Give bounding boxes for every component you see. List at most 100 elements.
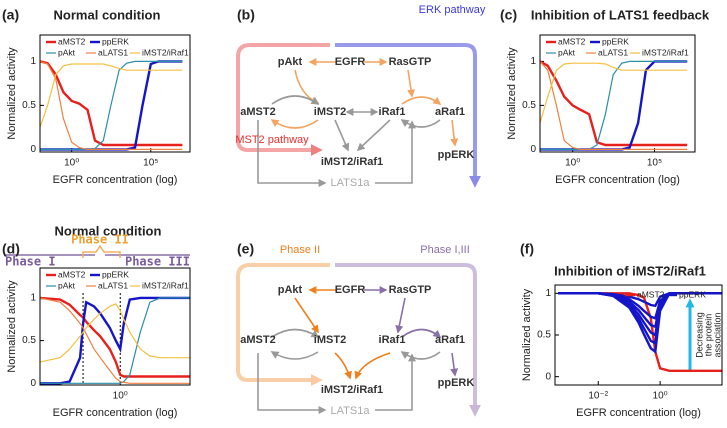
node-label: pAkt [278, 56, 303, 68]
arrow [334, 119, 350, 152]
annotation: Decreasing [694, 312, 704, 358]
legend-label: iMST2/iRaf1 [142, 47, 189, 57]
y-tick-label: 0.5 [537, 330, 551, 341]
x-tick-label: 10⁰ [113, 391, 128, 402]
arrow [375, 120, 416, 184]
pathway-label: ERK pathway [419, 4, 486, 16]
legend-label: ppERK [102, 36, 129, 46]
arrow [271, 95, 320, 105]
y-tick-label: 0 [30, 378, 36, 389]
arrow [356, 119, 391, 152]
node-label: RasGTP [389, 56, 432, 68]
legend-label: aLATS1 [598, 47, 628, 57]
node-label: aMST2 [240, 106, 275, 118]
arrow [401, 96, 442, 105]
legend-label: pAkt [58, 47, 76, 57]
x-tick-label: 10⁵ [143, 158, 158, 169]
node-label: ppERK [438, 149, 475, 161]
series-line [40, 60, 183, 150]
y-tick-label: 0 [30, 144, 36, 155]
legend-label: aMST2 [58, 269, 86, 279]
legend-label: iMST2/iRaf1 [642, 47, 689, 57]
annotation: the protein [703, 314, 713, 357]
y-axis-label: Normalized activity [506, 47, 518, 140]
node-label: aRaf1 [435, 334, 465, 346]
chart-title: Inhibition of LATS1 feedback [531, 7, 710, 22]
node-label: LATS1a [331, 177, 371, 189]
series-line [39, 297, 190, 384]
series-line [539, 60, 688, 147]
pathway-arrow [335, 263, 481, 417]
y-tick-label: 1 [30, 56, 36, 67]
arrow [450, 119, 459, 147]
x-tick-label: 10⁵ [647, 158, 662, 169]
series-line [39, 60, 183, 150]
arrow [334, 352, 352, 380]
series-line [39, 296, 190, 378]
plot-frame [39, 267, 191, 386]
arrow [271, 328, 320, 338]
x-axis-label: EGFR concentration (log) [555, 174, 680, 186]
x-tick-label: 10⁻² [588, 391, 608, 402]
legend-label: aLATS1 [98, 280, 128, 290]
y-axis-label: Normalized activity [6, 47, 18, 140]
legend-label: ppERK [679, 289, 706, 299]
chart-title: Normal condition [55, 223, 162, 238]
legend-label: aMST2 [637, 289, 665, 299]
node-label: iMST2 [314, 334, 346, 346]
chart-title: Inhibition of iMST2/iRaf1 [554, 263, 706, 278]
phase-brackets [5, 244, 190, 258]
arrow [401, 328, 442, 339]
node-label: ppERK [438, 377, 475, 389]
arrow [395, 297, 406, 334]
arrow [400, 119, 441, 128]
node-label: RasGTP [389, 284, 432, 296]
series-line [39, 63, 183, 128]
arrow [257, 353, 327, 414]
y-tick-label: 0 [545, 371, 551, 382]
y-tick-label: 1 [545, 288, 551, 299]
node-label: aRaf1 [435, 106, 465, 118]
panel-label: (a) [2, 7, 19, 23]
x-axis-label: EGFR concentration (log) [53, 407, 178, 419]
x-tick-label: 10⁰ [64, 158, 79, 169]
x-axis-label: EGFR concentration (log) [53, 174, 178, 186]
y-tick-label: 1 [30, 293, 36, 304]
node-label: iRaf1 [379, 334, 406, 346]
legend-label: ppERK [102, 269, 129, 279]
arrow [270, 119, 319, 129]
diagram-b-arrows [236, 43, 481, 188]
node-label: EGFR [335, 56, 366, 68]
arrow [270, 351, 319, 360]
arrow [450, 352, 459, 377]
series-line [540, 60, 688, 150]
node-label: aMST2 [240, 334, 275, 346]
node-label: iMST2/iRaf1 [321, 156, 383, 168]
legend-label: ppERK [602, 36, 629, 46]
series-line [40, 296, 190, 385]
node-label: LATS1a [331, 405, 371, 417]
series-line [558, 292, 722, 354]
panel-label: (d) [2, 241, 20, 257]
series-line [39, 60, 183, 147]
x-tick-label: 10⁰ [565, 158, 580, 169]
y-tick-label: 0.5 [22, 100, 36, 111]
series-line [539, 62, 688, 124]
panel-label: (c) [500, 7, 517, 23]
phase-bracket [82, 244, 121, 258]
pathway-arrow [236, 263, 330, 386]
legend-label: pAkt [558, 47, 576, 57]
arrow [400, 351, 441, 360]
plot-frame [539, 34, 696, 153]
series-line [40, 297, 190, 384]
node-label: pAkt [278, 284, 303, 296]
phase-label: Phase III [125, 255, 190, 269]
arrow [354, 352, 391, 380]
legend-label: iMST2/iRaf1 [142, 280, 189, 290]
phase-label: Phase II [71, 233, 129, 247]
node-label: iMST2/iRaf1 [321, 384, 383, 396]
pathway-arrow [236, 43, 330, 156]
annotation: association [712, 312, 722, 357]
y-tick-label: 0.5 [522, 100, 536, 111]
